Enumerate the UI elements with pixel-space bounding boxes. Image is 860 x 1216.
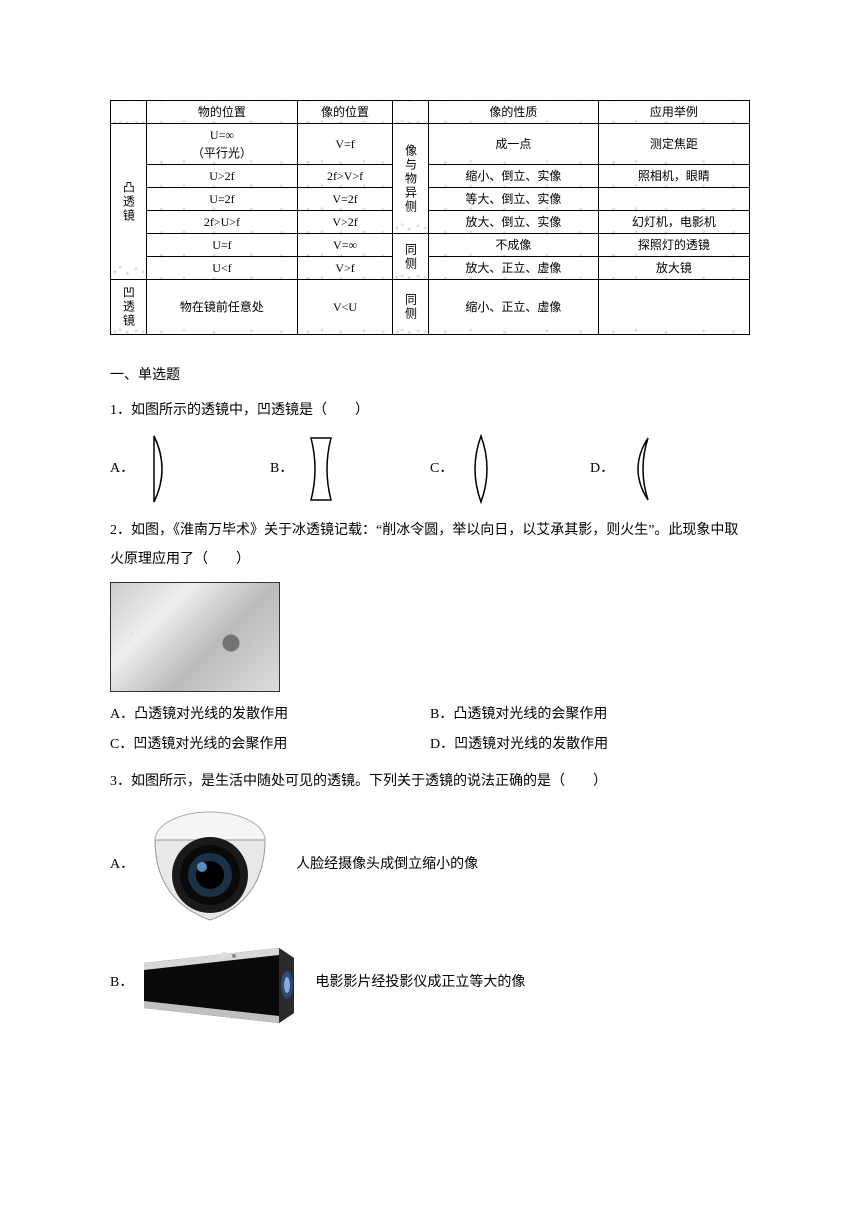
q2-opt-b: B．凸透镜对光线的会聚作用 bbox=[430, 700, 750, 729]
lens-d-icon bbox=[622, 432, 662, 506]
cell-pos: U=f bbox=[146, 234, 297, 257]
opposite-side-label: 像与物异侧 bbox=[393, 124, 429, 234]
table-row: U=2f V=2f 等大、倒立、实像 bbox=[111, 188, 750, 211]
cell-app bbox=[598, 188, 749, 211]
q3-text: 3．如图所示，是生活中随处可见的透镜。下列关于透镜的说法正确的是（ ） bbox=[110, 767, 750, 796]
cell-nature: 缩小、倒立、实像 bbox=[428, 165, 598, 188]
th-img-pos: 像的位置 bbox=[298, 101, 393, 124]
lens-properties-table: 物的位置 像的位置 像的性质 应用举例 凸透镜 U=∞（平行光） V=f 像与物… bbox=[110, 100, 750, 335]
cell-app: 幻灯机，电影机 bbox=[598, 211, 749, 234]
question-1: 1．如图所示的透镜中，凹透镜是（ ） A． B． C． D． bbox=[110, 396, 750, 505]
same-side-label-b: 同侧 bbox=[393, 280, 429, 335]
th-nature: 像的性质 bbox=[428, 101, 598, 124]
cell-pos: U>2f bbox=[146, 165, 297, 188]
cell-imgpos: V<U bbox=[298, 280, 393, 335]
cell-imgpos: V>2f bbox=[298, 211, 393, 234]
cell-pos: U<f bbox=[146, 257, 297, 280]
cell-imgpos: V=2f bbox=[298, 188, 393, 211]
cell-app: 探照灯的透镜 bbox=[598, 234, 749, 257]
q1-text: 1．如图所示的透镜中，凹透镜是（ ） bbox=[110, 396, 750, 425]
cell-pos: U=∞（平行光） bbox=[146, 124, 297, 165]
cell-nature: 放大、倒立、实像 bbox=[428, 211, 598, 234]
cell-pos: 2f>U>f bbox=[146, 211, 297, 234]
table-row: U<f V>f 放大、正立、虚像 放大镜 bbox=[111, 257, 750, 280]
table-row: 2f>U>f V>2f 放大、倒立、实像 幻灯机，电影机 bbox=[111, 211, 750, 234]
cell-imgpos: V=∞ bbox=[298, 234, 393, 257]
table-row: 凸透镜 U=∞（平行光） V=f 像与物异侧 成一点 测定焦距 bbox=[111, 124, 750, 165]
q2-opt-d: D．凹透镜对光线的发散作用 bbox=[430, 730, 750, 759]
q1-options: A． B． C． D． bbox=[110, 432, 750, 506]
table-header-row: 物的位置 像的位置 像的性质 应用举例 bbox=[111, 101, 750, 124]
lens-b-icon bbox=[301, 432, 341, 506]
q1-opt-d: D． bbox=[590, 432, 750, 506]
q2-opt-a: A．凸透镜对光线的发散作用 bbox=[110, 700, 430, 729]
cell-nature: 成一点 bbox=[428, 124, 598, 165]
opt-label: D． bbox=[590, 454, 614, 483]
projector-icon bbox=[139, 933, 299, 1033]
cell-app bbox=[598, 280, 749, 335]
q1-opt-a: A． bbox=[110, 432, 270, 506]
ice-illustration-detail bbox=[111, 583, 279, 691]
question-2: 2．如图，《淮南万毕术》关于冰透镜记载：“削冰令圆，举以向日，以艾承其影，则火生… bbox=[110, 516, 750, 760]
convex-lens-label: 凸透镜 bbox=[111, 124, 147, 280]
th-blank bbox=[111, 101, 147, 124]
opt-label: A． bbox=[110, 850, 134, 879]
cell-nature: 等大、倒立、实像 bbox=[428, 188, 598, 211]
cell-imgpos: 2f>V>f bbox=[298, 165, 393, 188]
q1-opt-c: C． bbox=[430, 432, 590, 506]
th-side bbox=[393, 101, 429, 124]
th-app: 应用举例 bbox=[598, 101, 749, 124]
cell-app: 放大镜 bbox=[598, 257, 749, 280]
q3-opt-b: B． 电影影片经投影仪成正立等大的像 bbox=[110, 933, 750, 1033]
cell-imgpos: V=f bbox=[298, 124, 393, 165]
opt-label: B． bbox=[270, 454, 293, 483]
cell-imgpos: V>f bbox=[298, 257, 393, 280]
lens-table: 物的位置 像的位置 像的性质 应用举例 凸透镜 U=∞（平行光） V=f 像与物… bbox=[110, 100, 750, 335]
concave-lens-label: 凹透镜 bbox=[111, 280, 147, 335]
q1-opt-b: B． bbox=[270, 432, 430, 506]
lens-a-icon bbox=[142, 432, 182, 506]
q3-opt-a: A． 人脸经摄像头成倒立缩小的像 bbox=[110, 805, 750, 925]
lens-c-icon bbox=[461, 432, 501, 506]
cell-app: 照相机，眼睛 bbox=[598, 165, 749, 188]
q2-text: 2．如图，《淮南万毕术》关于冰透镜记载：“削冰令圆，举以向日，以艾承其影，则火生… bbox=[110, 516, 750, 575]
table-row: 凹透镜 物在镜前任意处 V<U 同侧 缩小、正立、虚像 bbox=[111, 280, 750, 335]
question-3: 3．如图所示，是生活中随处可见的透镜。下列关于透镜的说法正确的是（ ） A． 人… bbox=[110, 767, 750, 1032]
cell-nature: 缩小、正立、虚像 bbox=[428, 280, 598, 335]
cell-pos: 物在镜前任意处 bbox=[146, 280, 297, 335]
opt-label: C． bbox=[430, 454, 453, 483]
opt-label: A． bbox=[110, 454, 134, 483]
cell-app: 测定焦距 bbox=[598, 124, 749, 165]
cell-pos: U=2f bbox=[146, 188, 297, 211]
q3-opt-b-text: 电影影片经投影仪成正立等大的像 bbox=[315, 968, 525, 997]
th-obj-pos: 物的位置 bbox=[146, 101, 297, 124]
same-side-label: 同侧 bbox=[393, 234, 429, 280]
opt-label: B． bbox=[110, 968, 133, 997]
cell-nature: 不成像 bbox=[428, 234, 598, 257]
q2-options: A．凸透镜对光线的发散作用 B．凸透镜对光线的会聚作用 C．凹透镜对光线的会聚作… bbox=[110, 700, 750, 759]
table-row: U>2f 2f>V>f 缩小、倒立、实像 照相机，眼睛 bbox=[111, 165, 750, 188]
section-title: 一、单选题 bbox=[110, 363, 750, 388]
q3-opt-a-text: 人脸经摄像头成倒立缩小的像 bbox=[296, 850, 478, 879]
cell-nature: 放大、正立、虚像 bbox=[428, 257, 598, 280]
table-row: U=f V=∞ 同侧 不成像 探照灯的透镜 bbox=[111, 234, 750, 257]
camera-icon bbox=[140, 805, 280, 925]
q2-opt-c: C．凹透镜对光线的会聚作用 bbox=[110, 730, 430, 759]
ice-lens-illustration bbox=[110, 582, 280, 692]
